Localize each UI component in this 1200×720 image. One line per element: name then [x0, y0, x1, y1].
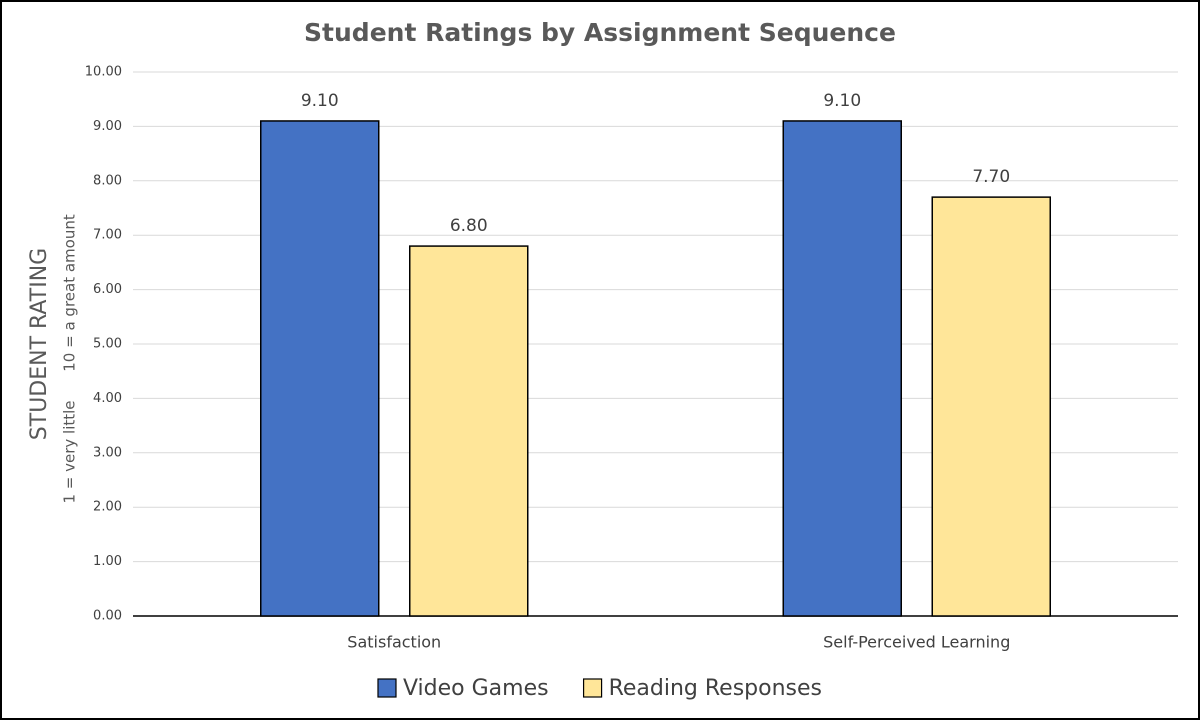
value-label: 9.10 [823, 91, 861, 111]
y-axis-note-high: 10 = a great amount [61, 214, 79, 372]
y-tick-label: 4.00 [93, 391, 122, 406]
y-tick-label: 2.00 [93, 500, 122, 515]
legend-label: Reading Responses [609, 676, 822, 701]
value-label: 7.70 [972, 167, 1010, 187]
y-tick-label: 3.00 [93, 445, 122, 460]
x-tick-label: Satisfaction [347, 633, 441, 652]
legend-swatch [582, 678, 603, 698]
bar [260, 120, 380, 617]
y-tick-label: 7.00 [93, 228, 122, 243]
legend-swatch [377, 678, 397, 698]
y-axis-title: STUDENT RATING [27, 248, 52, 440]
bar [782, 120, 902, 617]
y-tick-label: 1.00 [93, 554, 122, 569]
bar [931, 196, 1051, 617]
y-tick-label: 6.00 [93, 282, 122, 297]
value-label: 9.10 [301, 91, 339, 111]
y-tick-label: 5.00 [93, 337, 122, 352]
chart-title: Student Ratings by Assignment Sequence [304, 18, 896, 47]
legend-label: Video Games [403, 676, 549, 701]
y-tick-label: 9.00 [93, 119, 122, 134]
value-label: 6.80 [450, 216, 488, 236]
bar [409, 245, 529, 617]
y-axis-note-low: 1 = very little [61, 400, 79, 503]
y-tick-label: 8.00 [93, 173, 122, 188]
x-tick-label: Self-Perceived Learning [823, 633, 1010, 652]
y-tick-label: 0.00 [93, 609, 122, 624]
y-tick-label: 10.00 [85, 65, 122, 80]
